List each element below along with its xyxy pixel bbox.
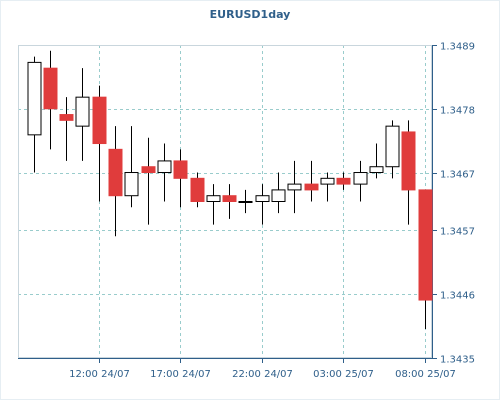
candle-body-up <box>353 172 368 185</box>
y-tick-label: 1.3435 <box>440 355 475 366</box>
y-tick-label: 1.3446 <box>440 291 475 302</box>
y-tick-label: 1.3478 <box>440 106 475 117</box>
candle-body-up <box>206 195 221 203</box>
candle-body-up <box>75 96 90 127</box>
candle-body-down <box>190 177 205 203</box>
candle-body-up <box>385 125 400 168</box>
chart-title: EURUSD1day <box>209 8 291 21</box>
y-tick-label: 1.3467 <box>440 170 475 181</box>
candle-body-up <box>320 177 335 185</box>
candle-body-down <box>173 160 188 179</box>
y-tick-label: 1.3457 <box>440 227 475 238</box>
x-tick-label: 22:00 24/07 <box>232 369 293 380</box>
candle-body-up <box>124 172 139 197</box>
x-tick-label: 12:00 24/07 <box>69 369 130 380</box>
x-tick-label: 17:00 24/07 <box>150 369 211 380</box>
candle-body-down <box>141 166 156 174</box>
candle-body-up <box>238 201 253 203</box>
x-tick-label: 08:00 25/07 <box>395 369 456 380</box>
candle-body-down <box>401 131 416 191</box>
candle-body-down <box>336 177 351 185</box>
candle-body-up <box>271 189 286 203</box>
candle-body-up <box>255 195 270 203</box>
candle-body-down <box>304 183 319 191</box>
candle-body-down <box>418 189 433 301</box>
candle-body-down <box>108 148 123 197</box>
candle-body-up <box>369 166 384 174</box>
x-tick-label: 03:00 25/07 <box>313 369 374 380</box>
candle-body-down <box>43 67 58 110</box>
candle-body-up <box>27 61 42 136</box>
candle-body-up <box>287 183 302 191</box>
candle-body-down <box>59 114 74 121</box>
candle-body-down <box>92 96 107 145</box>
candle-body-down <box>222 195 237 203</box>
y-tick-label: 1.3489 <box>440 42 475 53</box>
candle-body-up <box>157 160 172 174</box>
